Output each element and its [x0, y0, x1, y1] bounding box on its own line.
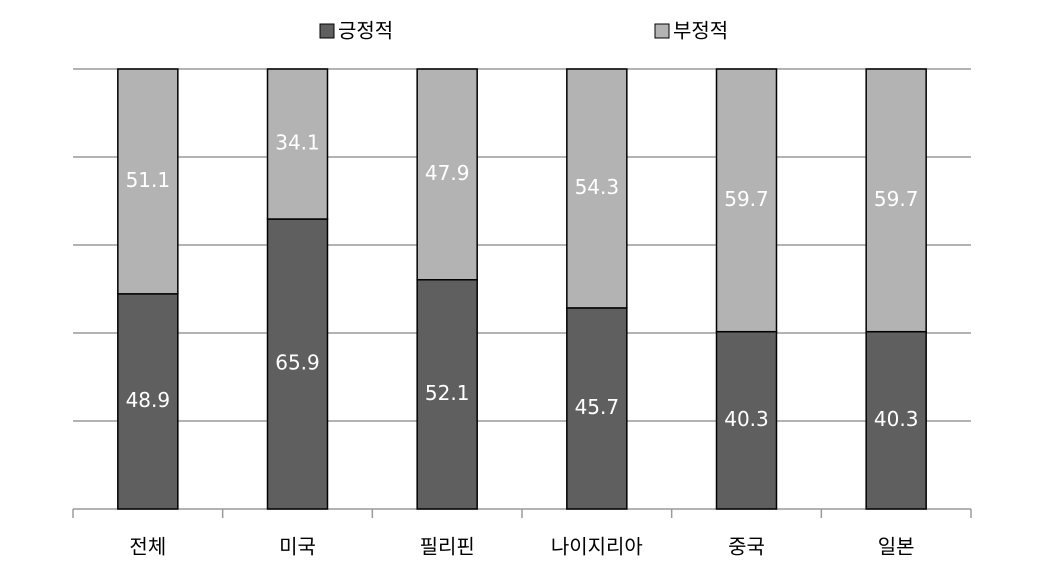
bar-segment: [416, 68, 478, 281]
bar-segment: [865, 68, 927, 333]
bar-segment: [566, 68, 628, 309]
x-tick-label: 미국: [279, 535, 316, 559]
bar-segment: [266, 218, 329, 510]
x-tick-label: 일본: [878, 535, 915, 559]
bar-segment: [566, 307, 628, 510]
value-label: 59.7: [724, 187, 769, 211]
value-label: 65.9: [275, 351, 320, 375]
value-label: 59.7: [874, 187, 919, 211]
value-label: 34.1: [275, 131, 320, 155]
x-tick-label: 필리핀: [420, 535, 475, 559]
legend-swatch: [654, 23, 670, 39]
bar-segment: [266, 68, 329, 220]
x-tick-label: 나이지리아: [551, 535, 643, 559]
legend-label: 부정적: [673, 19, 728, 43]
value-label: 45.7: [575, 395, 620, 419]
bar-segment: [117, 68, 179, 295]
value-label: 40.3: [874, 407, 919, 431]
bar-segment: [715, 330, 778, 510]
legend-label: 긍정적: [338, 19, 393, 43]
legend-swatch: [319, 23, 335, 39]
x-tick-label: 중국: [728, 535, 765, 559]
value-label: 52.1: [425, 381, 470, 405]
bar-segment: [416, 279, 478, 510]
bar-segment: [715, 68, 778, 333]
value-label: 48.9: [126, 388, 171, 412]
value-label: 47.9: [425, 161, 470, 185]
x-tick-label: 전체: [129, 535, 166, 559]
value-label: 54.3: [575, 175, 620, 199]
value-label: 51.1: [126, 168, 171, 192]
value-label: 40.3: [724, 407, 769, 431]
bar-segment: [117, 293, 179, 510]
